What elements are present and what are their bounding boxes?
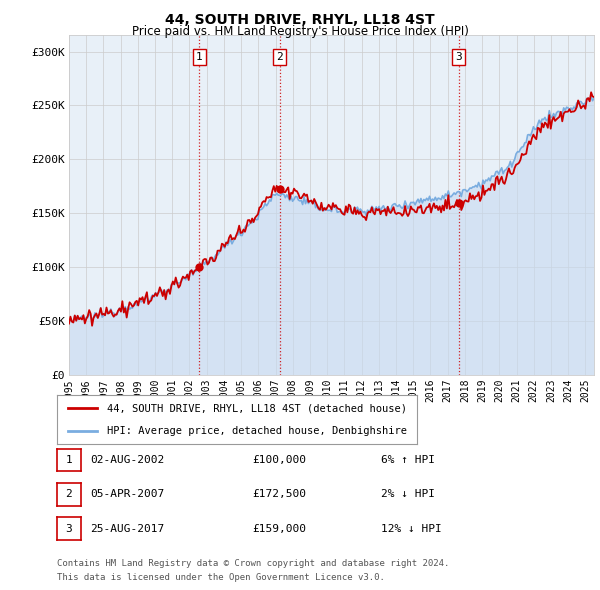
Text: 44, SOUTH DRIVE, RHYL, LL18 4ST: 44, SOUTH DRIVE, RHYL, LL18 4ST <box>165 13 435 27</box>
Text: 3: 3 <box>455 52 462 62</box>
Text: Price paid vs. HM Land Registry's House Price Index (HPI): Price paid vs. HM Land Registry's House … <box>131 25 469 38</box>
Text: 6% ↑ HPI: 6% ↑ HPI <box>381 455 435 465</box>
Text: 02-AUG-2002: 02-AUG-2002 <box>90 455 164 465</box>
Text: 44, SOUTH DRIVE, RHYL, LL18 4ST (detached house): 44, SOUTH DRIVE, RHYL, LL18 4ST (detache… <box>107 404 407 414</box>
Text: 12% ↓ HPI: 12% ↓ HPI <box>381 524 442 533</box>
Text: 1: 1 <box>65 455 73 465</box>
Text: £159,000: £159,000 <box>252 524 306 533</box>
Text: 25-AUG-2017: 25-AUG-2017 <box>90 524 164 533</box>
Text: Contains HM Land Registry data © Crown copyright and database right 2024.: Contains HM Land Registry data © Crown c… <box>57 559 449 568</box>
Text: 2: 2 <box>65 490 73 499</box>
Text: HPI: Average price, detached house, Denbighshire: HPI: Average price, detached house, Denb… <box>107 425 407 435</box>
Text: 05-APR-2007: 05-APR-2007 <box>90 490 164 499</box>
Text: 3: 3 <box>65 524 73 533</box>
Text: 2% ↓ HPI: 2% ↓ HPI <box>381 490 435 499</box>
Text: This data is licensed under the Open Government Licence v3.0.: This data is licensed under the Open Gov… <box>57 573 385 582</box>
Text: 2: 2 <box>277 52 283 62</box>
Text: £100,000: £100,000 <box>252 455 306 465</box>
Text: 1: 1 <box>196 52 203 62</box>
Text: £172,500: £172,500 <box>252 490 306 499</box>
